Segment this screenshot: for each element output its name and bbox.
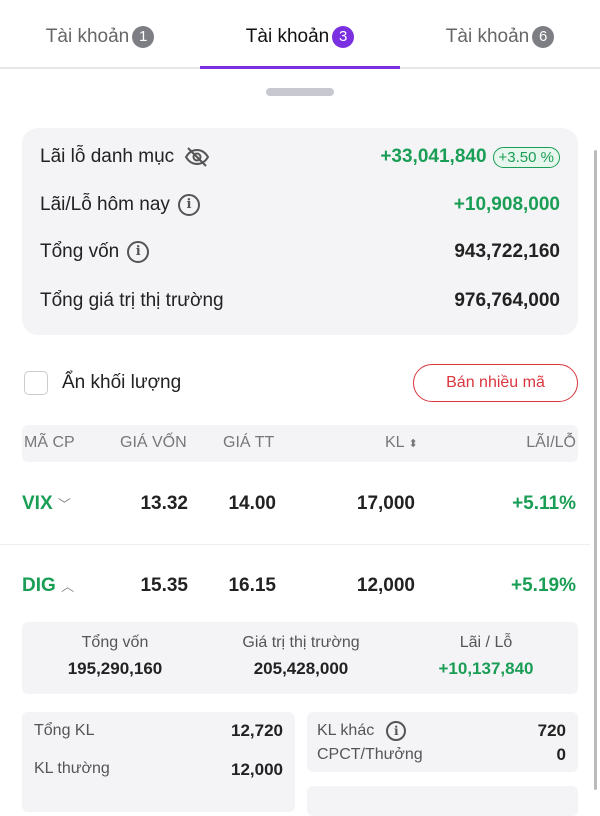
info-icon[interactable]: i [127,241,150,263]
bonus-label: CPCT/Thưởng [317,746,423,763]
tab-badge: 6 [532,26,555,48]
tab-badge: 1 [132,26,155,48]
total-qty-label: Tổng KL [34,722,95,739]
header-qty-sort[interactable]: KL ⬍ [385,434,418,452]
tab-label: Tài khoản [45,26,130,47]
position-detail-summary: Tổng vốn 195,290,160 Giá trị thị trường … [22,622,578,694]
normal-qty-value: 12,000 [231,760,283,779]
header-pnl: LÃI/LỖ [526,434,576,451]
sort-icon: ⬍ [408,438,418,450]
portfolio-summary-card: Lãi lỗ danh mục +33,041,840 +3.50 % Lãi/… [22,128,578,335]
active-tab-indicator [200,66,400,69]
market-price: 16.15 [228,575,276,596]
quantity: 12,000 [356,575,415,596]
hide-volume-checkbox[interactable]: Ẩn khối lượng [24,371,181,395]
hide-volume-label: Ẩn khối lượng [62,372,182,393]
bonus-value: 0 [556,745,566,764]
summary-today-row: Lãi/Lỗ hôm nay i +10,908,000 [40,194,560,216]
pnl-value: +33,041,840 [380,146,487,167]
detail-market-value: 205,428,000 [253,659,349,678]
tab-account-1[interactable]: Tài khoản 1 [0,26,200,48]
other-qty-value: 720 [537,721,566,740]
pnl-label: Lãi lỗ danh mục [40,146,175,167]
summary-pnl-row: Lãi lỗ danh mục +33,041,840 +3.50 % [40,146,560,168]
detail-market-label: Giá trị thị trường [242,634,360,651]
scrollbar[interactable] [594,150,597,790]
detail-pnl-value: +10,137,840 [438,659,534,678]
header-cost: GIÁ VỐN [120,434,187,451]
summary-market-row: Tổng giá trị thị trường 976,764,000 [40,290,560,312]
detail-capital-value: 195,290,160 [67,659,163,678]
eye-off-icon[interactable] [184,146,210,168]
total-qty-value: 12,720 [231,721,283,740]
row-divider [0,544,590,545]
info-icon[interactable]: i [177,194,200,216]
cost-price: 15.35 [140,575,188,596]
additional-card [307,786,578,816]
chevron-up-icon[interactable]: ︿ [61,579,75,594]
tab-account-6[interactable]: Tài khoản 6 [400,26,600,48]
other-qty-label: KL khác [317,722,375,739]
info-icon[interactable]: i [386,721,407,741]
cost-price: 13.32 [140,493,188,514]
detail-pnl-label: Lãi / Lỗ [459,634,513,651]
tab-label: Tài khoản [445,26,530,47]
sell-multiple-button[interactable]: Bán nhiều mã [413,364,578,402]
market-value: 976,764,000 [454,290,560,311]
pnl-percent: +5.19% [511,575,576,596]
symbol-text: DIG [22,575,56,596]
chevron-down-icon[interactable]: ﹀ [57,497,71,512]
today-label: Lãi/Lỗ hôm nay [40,194,170,215]
pnl-percent-badge: +3.50 % [492,146,560,168]
tab-account-3[interactable]: Tài khoản 3 [200,26,400,48]
symbol-text: VIX [22,493,53,514]
capital-value: 943,722,160 [454,241,560,262]
capital-label: Tổng vốn [40,241,120,262]
symbol: DIG ︿ [22,575,74,597]
market-label: Tổng giá trị thị trường [40,290,224,311]
symbol: VIX ﹀ [22,493,71,515]
tab-badge: 3 [332,26,355,48]
other-quantity-card: KL khác i 720 CPCT/Thưởng 0 [307,712,578,772]
today-value: +10,908,000 [453,194,560,215]
header-symbol: MÃ CP [24,434,75,451]
quantity-card: Tổng KL 12,720 KL thường 12,000 [22,712,295,812]
detail-capital-label: Tổng vốn [81,634,149,651]
table-header [22,425,578,462]
summary-capital-row: Tổng vốn i 943,722,160 [40,241,560,263]
drag-handle[interactable] [266,88,334,96]
market-price: 14.00 [228,493,276,514]
normal-qty-label: KL thường [34,760,110,777]
header-price: GIÁ TT [223,434,275,451]
tab-label: Tài khoản [245,26,330,47]
header-qty: KL [385,434,404,451]
pnl-percent: +5.11% [512,493,576,514]
checkbox-box[interactable] [24,371,48,395]
quantity: 17,000 [356,493,415,514]
